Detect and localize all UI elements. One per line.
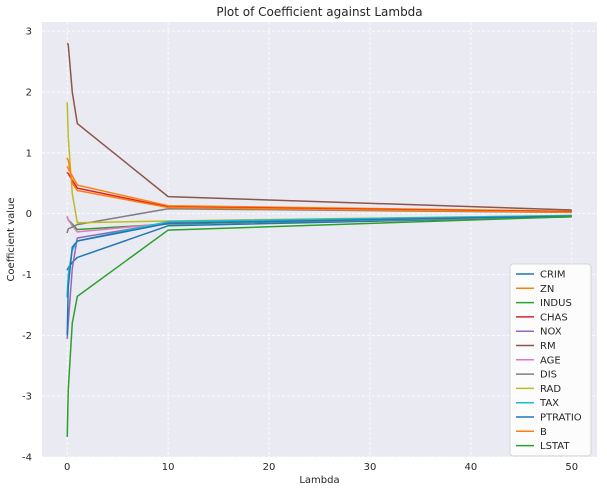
y-tick-label: -3 [22,392,32,403]
series-line-rm [66,42,572,211]
y-tick-label: 0 [26,209,32,220]
legend-label: LSTAT [540,441,570,452]
x-tick-label: 50 [565,462,578,473]
series-line-crim [66,215,572,271]
y-tick-label: -2 [22,331,32,342]
legend-label: PTRATIO [540,413,582,424]
y-axis-title: Coefficient value [6,197,17,281]
series-line-b [66,157,572,214]
legend-label: INDUS [540,298,572,309]
y-tick-label: -1 [22,270,32,281]
series-line-dis [66,208,572,234]
legend-label: NOX [540,327,562,338]
legend-box [509,263,592,457]
x-tick-label: 0 [64,462,70,473]
x-tick-label: 40 [464,462,477,473]
legend-label: CHAS [540,312,568,323]
y-tick-label: 1 [26,148,32,159]
y-tick-label: 2 [26,87,32,98]
series-line-lstat [66,215,572,437]
series-lines [66,42,572,437]
legend: CRIM ZN INDUS CHAS NOX RM AGE DIS RAD TAX PTRATIO B… [509,263,592,457]
series-line-zn [66,166,572,212]
legend-label: B [540,427,547,438]
x-tick-label: 30 [364,462,377,473]
plot-area [42,22,597,457]
x-axis-title: Lambda [299,475,339,486]
x-tick-label: 10 [162,462,175,473]
legend-label: AGE [540,355,561,366]
x-tick-label: 20 [263,462,276,473]
series-line-ptratio [66,215,572,336]
tick-labels: 0 10 20 30 40 50 -4 -3 -2 -1 0 1 2 3 [22,27,578,473]
y-tick-label: 3 [26,27,32,38]
legend-label: TAX [539,398,559,409]
grid [42,22,597,458]
legend-label: CRIM [540,270,566,281]
legend-label: DIS [540,370,557,381]
legend-label: RM [540,341,556,352]
chart-title: Plot of Coefficient against Lambda [216,5,422,19]
legend-label: ZN [540,284,554,295]
y-tick-label: -4 [22,453,32,464]
legend-label: RAD [540,384,561,395]
